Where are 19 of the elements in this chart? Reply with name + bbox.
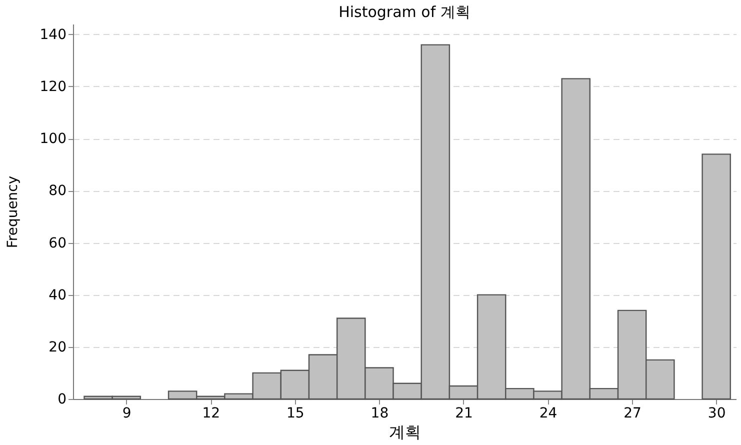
y-axis-title: Frequency xyxy=(4,176,21,248)
y-tick-label: 120 xyxy=(40,79,66,95)
y-tick-label: 60 xyxy=(48,235,66,252)
x-tick-label: 30 xyxy=(708,406,726,422)
x-tick-label: 18 xyxy=(370,406,389,422)
x-tick-label: 9 xyxy=(122,406,132,422)
x-tick-label: 12 xyxy=(202,406,220,422)
y-tick-label: 80 xyxy=(48,183,66,200)
x-tick-label: 15 xyxy=(286,406,304,422)
x-tick-label: 24 xyxy=(539,406,558,422)
y-tick-label: 20 xyxy=(48,339,66,356)
y-tick-label: 140 xyxy=(40,26,66,43)
chart-title: Histogram of 계획 xyxy=(338,3,470,21)
y-tick-label: 0 xyxy=(58,392,66,408)
y-tick-label: 40 xyxy=(48,287,66,304)
x-tick-label: 27 xyxy=(624,406,642,422)
x-tick-label: 21 xyxy=(455,406,473,422)
x-axis-title: 계획 xyxy=(389,422,421,442)
y-tick-label: 100 xyxy=(40,131,66,148)
